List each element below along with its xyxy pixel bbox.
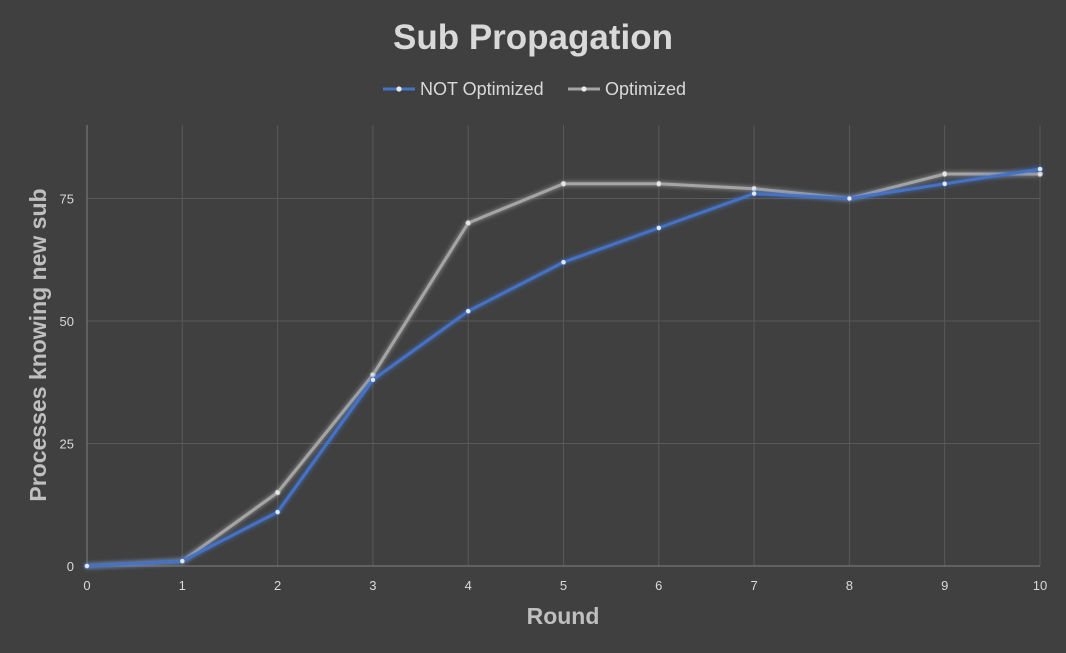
- x-tick-label: 5: [560, 578, 567, 593]
- legend-entry: NOT Optimized: [383, 79, 544, 99]
- data-point: [84, 563, 91, 570]
- tick-labels: 0 1 2 3 4 5 6 7 8 9 10 0 25 50 75: [60, 192, 1048, 594]
- series-not-optimized: [84, 166, 1044, 570]
- data-point: [465, 219, 472, 226]
- chart-title: Sub Propagation: [393, 18, 673, 57]
- legend: NOT Optimized Optimized: [383, 79, 686, 99]
- x-tick-label: 8: [846, 578, 853, 593]
- legend-marker: [581, 86, 587, 92]
- x-tick-label: 2: [274, 578, 281, 593]
- data-point: [179, 558, 186, 565]
- data-point: [941, 180, 948, 187]
- data-point: [465, 308, 472, 315]
- x-tick-label: 0: [83, 578, 90, 593]
- data-point: [846, 195, 853, 202]
- x-tick-label: 7: [750, 578, 757, 593]
- x-tick-label: 1: [179, 578, 186, 593]
- data-point: [655, 180, 662, 187]
- x-tick-label: 4: [465, 578, 472, 593]
- series-group: [84, 166, 1044, 570]
- data-point: [274, 489, 281, 496]
- x-tick-label: 3: [369, 578, 376, 593]
- legend-entry: Optimized: [568, 79, 686, 99]
- data-point: [274, 509, 281, 516]
- x-axis-title: Round: [527, 603, 600, 629]
- legend-label: NOT Optimized: [420, 79, 544, 99]
- data-point: [655, 224, 662, 231]
- legend-label: Optimized: [605, 79, 686, 99]
- data-point: [1037, 170, 1044, 177]
- data-point: [941, 170, 948, 177]
- y-tick-label: 50: [60, 314, 74, 329]
- y-axis-title: Processes knowing new sub: [25, 188, 51, 501]
- data-point: [560, 180, 567, 187]
- data-point: [751, 190, 758, 197]
- y-tick-label: 0: [67, 559, 74, 574]
- data-point: [369, 376, 376, 383]
- gridlines: [87, 125, 1041, 566]
- data-point: [560, 259, 567, 266]
- data-point: [751, 185, 758, 192]
- legend-marker: [396, 86, 402, 92]
- x-tick-label: 6: [655, 578, 662, 593]
- x-tick-label: 10: [1033, 578, 1047, 593]
- y-tick-label: 75: [60, 192, 74, 207]
- data-point: [1037, 166, 1044, 173]
- x-tick-label: 9: [941, 578, 948, 593]
- axes: [86, 125, 1040, 567]
- y-tick-label: 25: [60, 437, 74, 452]
